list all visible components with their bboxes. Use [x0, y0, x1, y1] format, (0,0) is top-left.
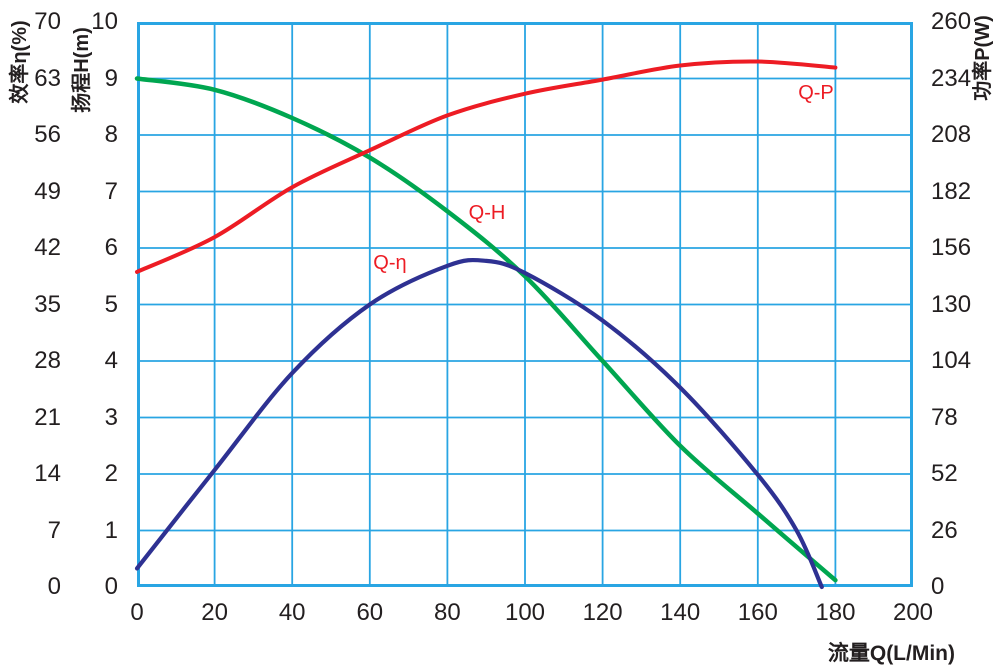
efficiency-tick: 35: [34, 290, 61, 318]
efficiency-tick: 49: [34, 177, 61, 205]
efficiency-tick: 70: [34, 8, 61, 35]
power-tick: 130: [931, 290, 972, 318]
x-axis-title: 流量Q(L/Min): [827, 642, 955, 665]
flow-tick: 120: [582, 599, 623, 626]
power-tick: 26: [931, 516, 958, 544]
curve-Q-H: [134, 76, 838, 583]
efficiency-tick: 42: [34, 234, 61, 261]
power-tick: 208: [931, 121, 972, 148]
power-tick: 104: [931, 347, 972, 374]
power-tick: 156: [931, 234, 972, 261]
head-tick: 5: [104, 290, 118, 318]
head-tick: 4: [104, 347, 118, 374]
flow-tick: 200: [892, 599, 934, 626]
head-tick: 2: [104, 460, 118, 487]
head-tick: 0: [104, 573, 118, 600]
flow-tick: 160: [737, 599, 778, 626]
head-tick: 3: [104, 403, 118, 431]
power-tick: 52: [931, 460, 958, 487]
head-tick: 7: [104, 177, 118, 205]
efficiency-tick: 14: [34, 460, 61, 487]
curve-label-Q-η: Q-η: [373, 252, 407, 275]
efficiency-tick: 63: [34, 64, 61, 92]
flow-tick: 20: [201, 599, 228, 626]
power-tick: 78: [931, 403, 958, 431]
efficiency-tick: 0: [47, 573, 61, 600]
flow-tick: 180: [815, 599, 856, 626]
efficiency-tick: 56: [34, 121, 61, 148]
curve-Q-η: [134, 257, 824, 590]
flow-tick: 0: [130, 599, 144, 626]
plot-border: [137, 22, 913, 587]
plot-area: [134, 22, 913, 590]
curve-Q-P: [135, 59, 838, 274]
head-tick: 8: [104, 121, 118, 148]
power-tick: 0: [931, 573, 945, 600]
flow-tick: 40: [278, 599, 306, 626]
curve-label-Q-P: Q-P: [798, 82, 834, 105]
efficiency-tick: 28: [34, 347, 61, 374]
flow-tick: 100: [504, 599, 546, 626]
curve-label-Q-H: Q-H: [468, 201, 506, 224]
head-tick: 6: [104, 234, 118, 261]
head-tick: 10: [91, 8, 118, 35]
power-tick: 182: [931, 177, 972, 205]
flow-tick: 60: [356, 599, 384, 626]
power-tick: 234: [931, 64, 972, 92]
efficiency-tick: 7: [47, 516, 61, 544]
flow-tick: 140: [660, 599, 701, 626]
flow-tick: 80: [434, 599, 461, 626]
head-tick: 1: [104, 516, 118, 544]
efficiency-tick: 21: [34, 403, 61, 431]
power-tick: 260: [931, 8, 972, 35]
head-tick: 9: [104, 64, 118, 92]
